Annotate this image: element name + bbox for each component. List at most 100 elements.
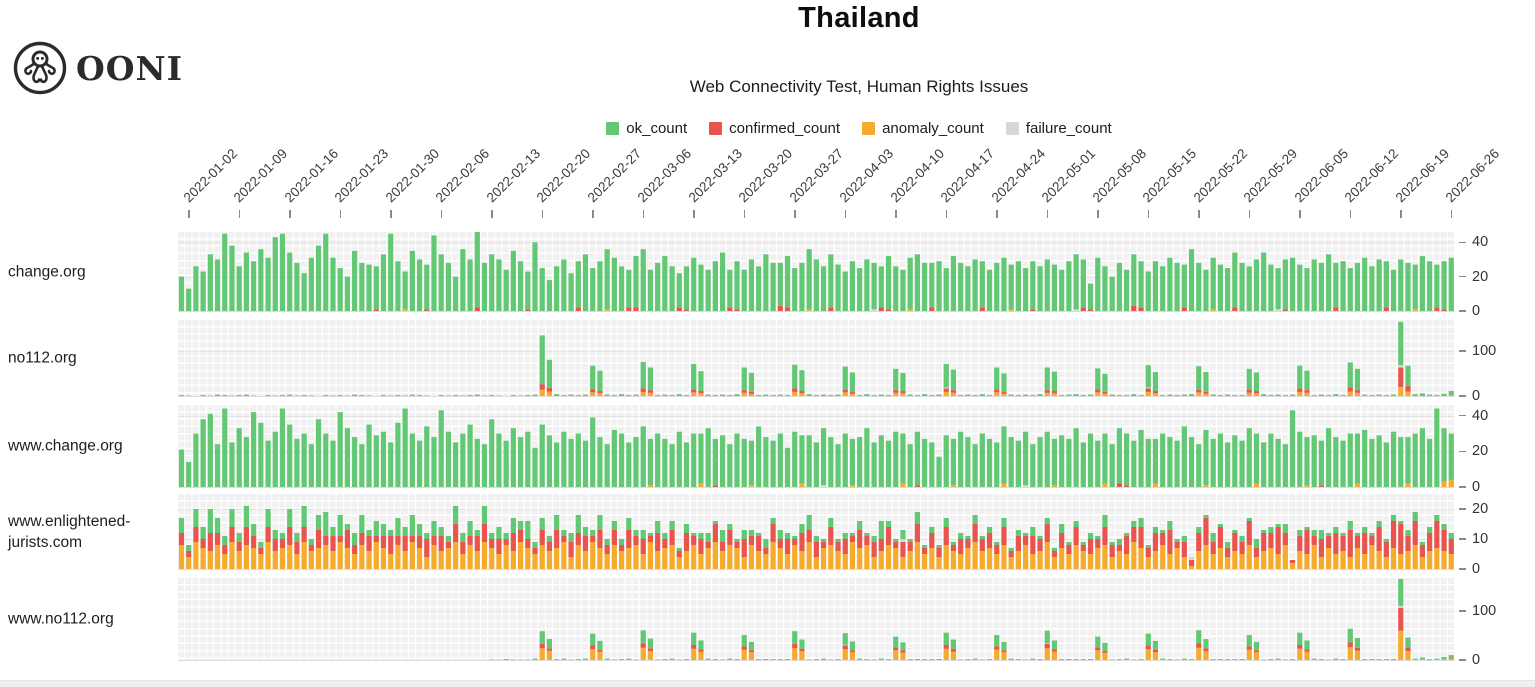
x-tick-mark <box>945 210 948 218</box>
report-header: Thailand Web Connectivity Test, Human Ri… <box>185 0 1533 137</box>
y-axis-label: 10 <box>1472 531 1489 547</box>
legend-swatch-icon <box>606 122 620 135</box>
x-tick-mark <box>1248 210 1251 218</box>
x-axis-label: 2022-06-12 <box>1342 145 1402 206</box>
x-tick-mark <box>1299 210 1301 218</box>
x-tick-mark <box>592 210 594 218</box>
x-axis-label: 2022-03-13 <box>685 145 745 206</box>
legend-item-confirmed_count: confirmed_count <box>709 120 840 137</box>
y-axis-label: 0 <box>1472 388 1481 404</box>
y-tick-mark <box>1459 241 1466 244</box>
x-tick-mark <box>794 210 796 218</box>
x-axis-label: 2022-06-26 <box>1443 145 1503 206</box>
chart-panel-change.org <box>178 232 1455 312</box>
major-gridline <box>178 509 1455 510</box>
y-tick-mark <box>1459 395 1466 397</box>
x-axis-label: 2022-01-09 <box>230 145 291 206</box>
y-tick-mark <box>1459 310 1466 312</box>
legend-swatch-icon <box>1005 122 1019 135</box>
bars-no112.org <box>178 321 1454 396</box>
x-tick-mark <box>491 210 493 218</box>
row-label-no112.org: no112.org <box>8 349 77 367</box>
x-axis-label: 2022-03-06 <box>635 145 695 206</box>
y-axis-label: 0 <box>1472 561 1481 577</box>
x-tick-mark <box>541 210 544 218</box>
x-tick-mark <box>1450 210 1453 218</box>
ooni-logo: OONI <box>12 40 183 96</box>
x-tick-mark <box>440 210 443 218</box>
x-axis-label: 2022-06-19 <box>1392 145 1453 206</box>
major-gridline <box>178 242 1455 244</box>
y-axis-label: 0 <box>1472 479 1481 495</box>
row-label-www.no112.org: www.no112.org <box>8 610 114 628</box>
y-axis-label: 40 <box>1472 407 1489 424</box>
y-axis-label: 0 <box>1472 303 1481 319</box>
row-label-www.enlightened-jurists.com: www.enlightened-jurists.com <box>8 512 131 551</box>
x-axis-label: 2022-04-03 <box>837 145 897 206</box>
major-gridline <box>178 611 1455 613</box>
page-subtitle: Web Connectivity Test, Human Rights Issu… <box>689 77 1029 96</box>
x-tick-mark <box>996 210 998 218</box>
y-axis-label: 20 <box>1472 268 1489 285</box>
y-axis-label: 100 <box>1472 603 1497 620</box>
major-gridline <box>178 415 1455 417</box>
x-axis-label: 2022-03-20 <box>736 145 796 206</box>
x-axis-label: 2022-04-24 <box>988 145 1048 206</box>
x-axis-label: 2022-05-29 <box>1241 145 1301 206</box>
chart-legend: ok_count confirmed_count anomaly_count fail… <box>185 120 1533 137</box>
x-tick-mark <box>188 210 190 218</box>
y-tick-mark <box>1459 349 1466 352</box>
x-axis-label: 2022-06-05 <box>1291 145 1352 206</box>
x-tick-mark <box>895 210 897 218</box>
ooni-octopus-icon <box>12 40 68 96</box>
x-axis-label: 2022-02-20 <box>534 145 594 206</box>
legend-label: confirmed_count <box>729 120 841 137</box>
x-axis-label: 2022-01-16 <box>281 145 341 206</box>
x-axis-label: 2022-05-15 <box>1140 145 1200 206</box>
x-axis-label: 2022-03-27 <box>786 145 846 206</box>
y-tick-mark <box>1459 568 1466 570</box>
x-tick-mark <box>844 210 847 218</box>
y-tick-mark <box>1459 275 1466 278</box>
x-tick-mark <box>693 210 695 218</box>
page-title: Thailand <box>798 2 920 34</box>
x-axis-label: 2022-05-01 <box>1039 145 1099 206</box>
bars-www.no112.org <box>489 578 1454 660</box>
ooni-wordmark: OONI <box>76 48 184 88</box>
y-tick-mark <box>1459 610 1466 612</box>
y-tick-mark <box>1459 486 1466 488</box>
x-axis-label: 2022-05-08 <box>1089 145 1149 206</box>
x-tick-mark <box>1097 210 1099 218</box>
x-tick-mark <box>390 210 392 218</box>
footer-bar <box>0 680 1535 687</box>
x-axis-label: 2022-01-23 <box>332 145 392 206</box>
legend-label: ok_count <box>626 120 688 137</box>
x-axis-label: 2022-05-22 <box>1190 145 1251 206</box>
legend-item-failure_count: failure_count <box>1005 120 1112 137</box>
legend-label: failure_count <box>1025 120 1112 137</box>
x-axis-label: 2022-04-10 <box>887 145 947 206</box>
y-tick-mark <box>1459 659 1466 661</box>
legend-item-anomaly_count: anomaly_count <box>862 120 984 137</box>
bars-www.enlightened-jurists.com <box>178 506 1454 569</box>
legend-swatch-icon <box>862 122 876 135</box>
x-axis-label: 2022-02-27 <box>584 145 644 206</box>
y-axis-label: 20 <box>1472 501 1489 517</box>
x-axis-label: 2022-02-06 <box>433 145 493 206</box>
x-tick-mark <box>238 210 241 218</box>
x-tick-mark <box>1147 210 1150 218</box>
x-tick-mark <box>1198 210 1200 218</box>
x-axis-label: 2022-04-17 <box>938 145 998 206</box>
x-axis-label: 2022-02-13 <box>483 145 543 206</box>
y-tick-mark <box>1459 450 1466 453</box>
legend-item-ok_count: ok_count <box>606 120 687 137</box>
x-tick-mark <box>743 210 746 218</box>
chart-panel-no112.org <box>178 320 1455 397</box>
y-axis-label: 0 <box>1472 652 1481 668</box>
x-axis-label: 2022-01-30 <box>382 145 442 206</box>
bars-change.org <box>178 232 1454 311</box>
x-tick-mark <box>1349 210 1352 218</box>
major-gridline <box>178 350 1455 352</box>
chart-panel-www.no112.org <box>178 578 1455 661</box>
